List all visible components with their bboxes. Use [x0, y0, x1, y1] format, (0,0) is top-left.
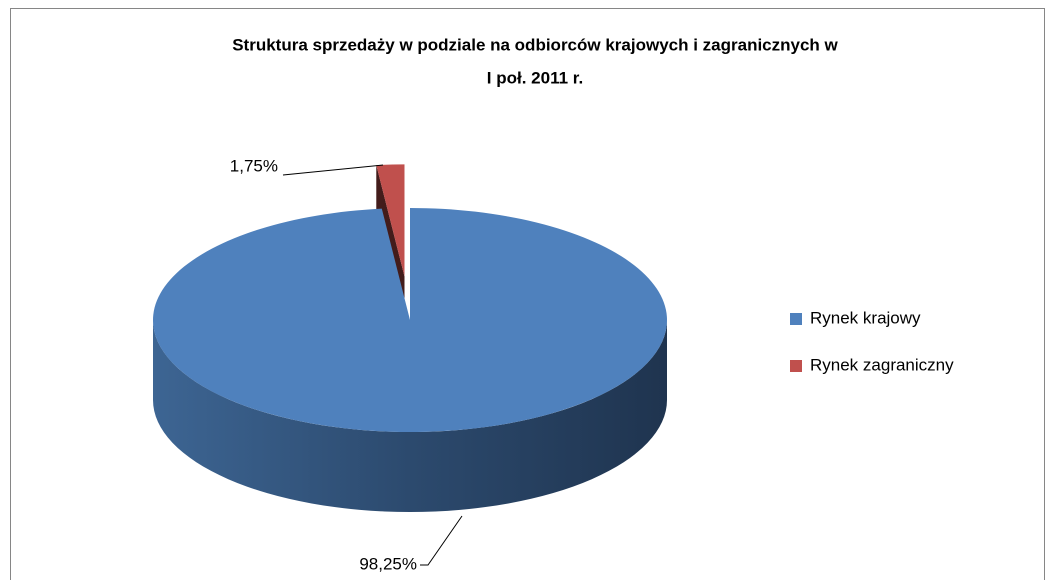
- chart-title: I poł. 2011 r.: [487, 68, 583, 87]
- chart-title: Struktura sprzedaży w podziale na odbior…: [232, 35, 838, 54]
- legend-swatch: [790, 360, 802, 372]
- data-label: 1,75%: [230, 156, 278, 175]
- legend-label: Rynek zagraniczny: [810, 355, 954, 374]
- data-label: 98,25%: [359, 554, 417, 573]
- pie-side: [153, 320, 667, 512]
- leader-line: [420, 515, 463, 566]
- pie-slice: [153, 208, 668, 433]
- legend-swatch: [790, 313, 802, 325]
- leader-line: [282, 164, 384, 176]
- legend-label: Rynek krajowy: [810, 308, 921, 327]
- pie-slice: [376, 164, 405, 277]
